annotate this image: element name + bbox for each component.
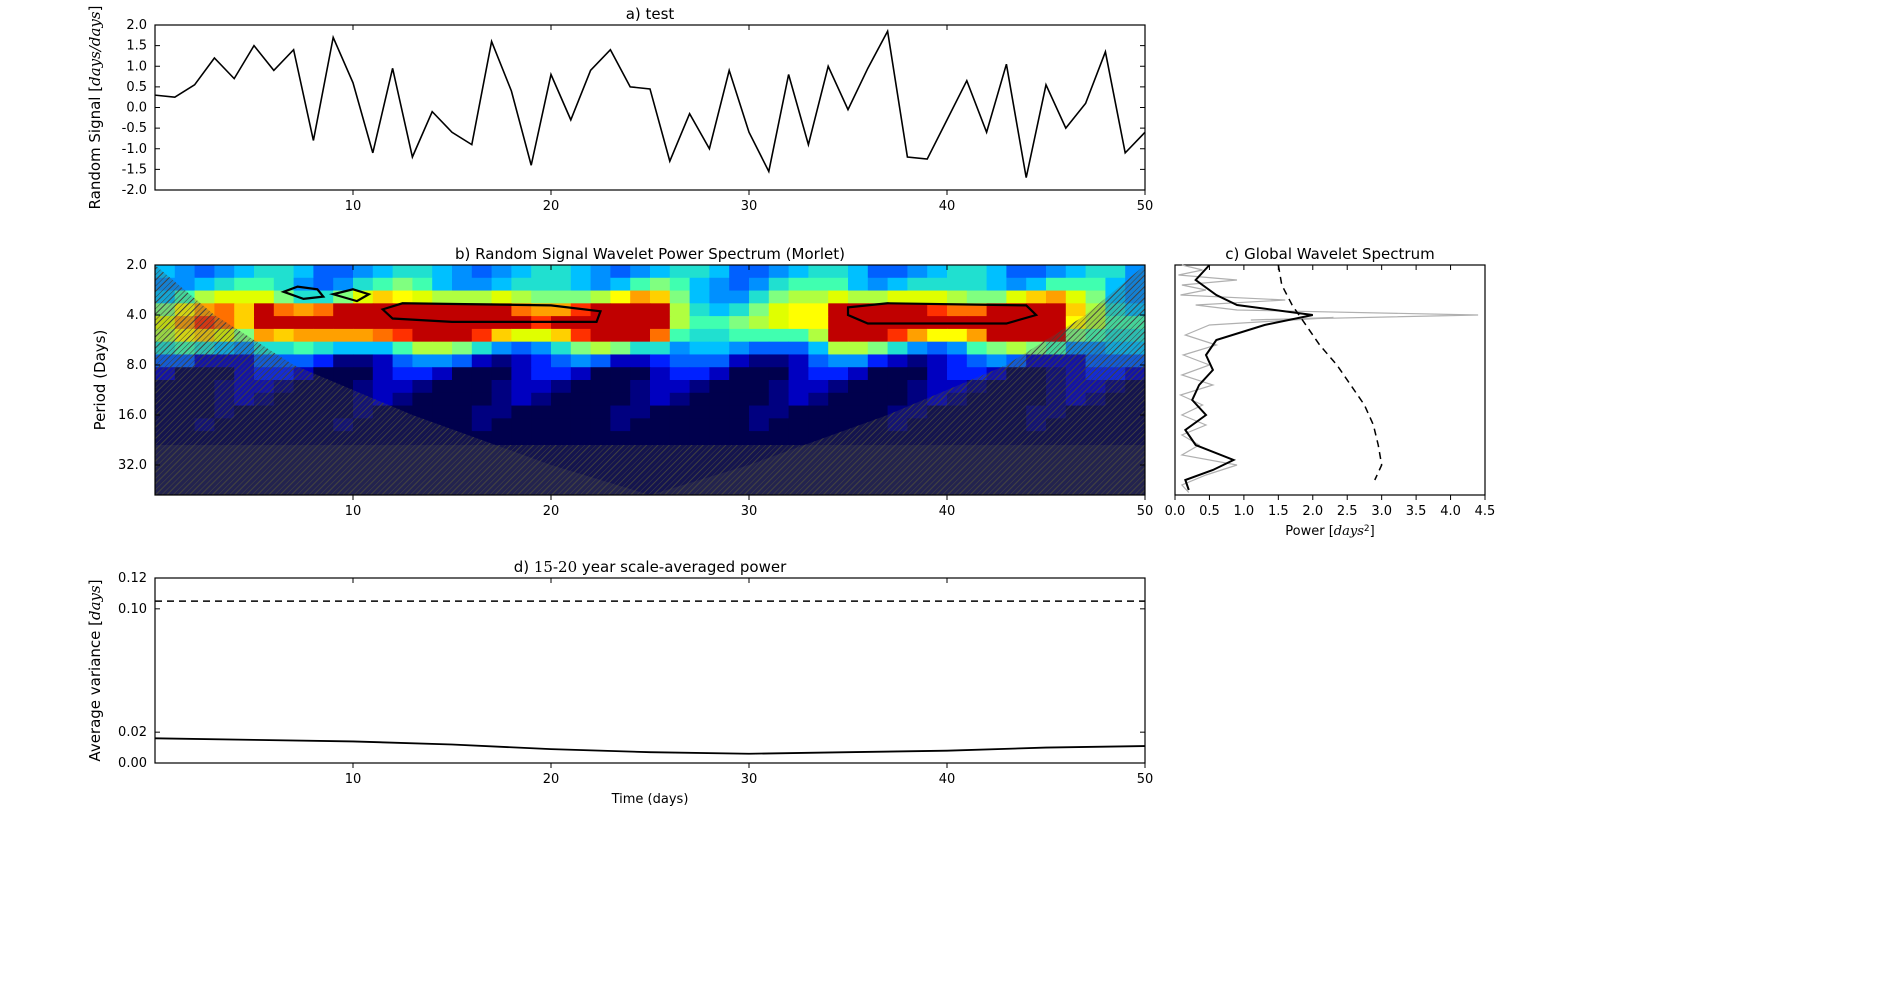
svg-text:10: 10 xyxy=(345,199,362,214)
svg-text:8.0: 8.0 xyxy=(126,358,147,373)
svg-text:1.0: 1.0 xyxy=(1234,504,1255,519)
panel-a-title: a) test xyxy=(626,5,675,23)
panel-b-title: b) Random Signal Wavelet Power Spectrum … xyxy=(455,245,845,263)
panel-a-line xyxy=(155,31,1145,177)
figure-svg: a) test -2.0 -1.5 -1.0 -0.5 0.0 0.5 1.0 1.5 2.0 10… xyxy=(0,0,1897,986)
svg-text:0.5: 0.5 xyxy=(1199,504,1220,519)
svg-text:0.10: 0.10 xyxy=(118,602,147,617)
svg-text:30: 30 xyxy=(741,199,758,214)
svg-text:30: 30 xyxy=(741,504,758,519)
svg-text:0.02: 0.02 xyxy=(118,725,147,740)
panel-d-line xyxy=(155,738,1145,753)
svg-text:40: 40 xyxy=(939,504,956,519)
svg-text:4.0: 4.0 xyxy=(1440,504,1461,519)
svg-text:0.0: 0.0 xyxy=(1165,504,1186,519)
svg-text:4.0: 4.0 xyxy=(126,308,147,323)
panel-c-dash-line xyxy=(1278,265,1381,480)
svg-text:-1.5: -1.5 xyxy=(122,162,147,177)
svg-text:1.5: 1.5 xyxy=(1268,504,1289,519)
svg-text:50: 50 xyxy=(1137,199,1154,214)
svg-text:40: 40 xyxy=(939,772,956,787)
panel-d-title: d) 15-20 year scale-averaged power xyxy=(514,558,787,576)
panel-d-xlabel: Time (days) xyxy=(611,792,689,807)
panel-c-xlabel: Power [days2] xyxy=(1285,524,1374,539)
svg-text:0.0: 0.0 xyxy=(126,101,147,116)
svg-text:-1.0: -1.0 xyxy=(122,142,147,157)
svg-text:0.12: 0.12 xyxy=(118,571,147,586)
panel-c-title: c) Global Wavelet Spectrum xyxy=(1225,245,1434,263)
svg-text:10: 10 xyxy=(345,504,362,519)
svg-text:2.0: 2.0 xyxy=(126,18,147,33)
svg-text:20: 20 xyxy=(543,199,560,214)
svg-text:0.00: 0.00 xyxy=(118,756,147,771)
svg-text:3.5: 3.5 xyxy=(1406,504,1427,519)
svg-text:20: 20 xyxy=(543,772,560,787)
svg-text:-2.0: -2.0 xyxy=(122,183,147,198)
panel-b-ylabel: Period (Days) xyxy=(91,330,109,431)
svg-text:50: 50 xyxy=(1137,504,1154,519)
svg-text:20: 20 xyxy=(543,504,560,519)
svg-text:32.0: 32.0 xyxy=(118,458,147,473)
svg-text:50: 50 xyxy=(1137,772,1154,787)
panel-a-ylabel: Random Signal [days/days] xyxy=(86,6,104,210)
panel-d-ylabel: Average variance [days] xyxy=(86,579,104,761)
svg-text:3.0: 3.0 xyxy=(1371,504,1392,519)
svg-text:10: 10 xyxy=(345,772,362,787)
svg-text:4.5: 4.5 xyxy=(1475,504,1496,519)
svg-text:1.0: 1.0 xyxy=(126,59,147,74)
svg-text:2.0: 2.0 xyxy=(1302,504,1323,519)
svg-text:2.0: 2.0 xyxy=(126,258,147,273)
svg-text:16.0: 16.0 xyxy=(118,408,147,423)
svg-text:2.5: 2.5 xyxy=(1337,504,1358,519)
svg-text:30: 30 xyxy=(741,772,758,787)
svg-text:0.5: 0.5 xyxy=(126,80,147,95)
svg-text:1.5: 1.5 xyxy=(126,39,147,54)
svg-text:40: 40 xyxy=(939,199,956,214)
svg-text:-0.5: -0.5 xyxy=(122,121,147,136)
